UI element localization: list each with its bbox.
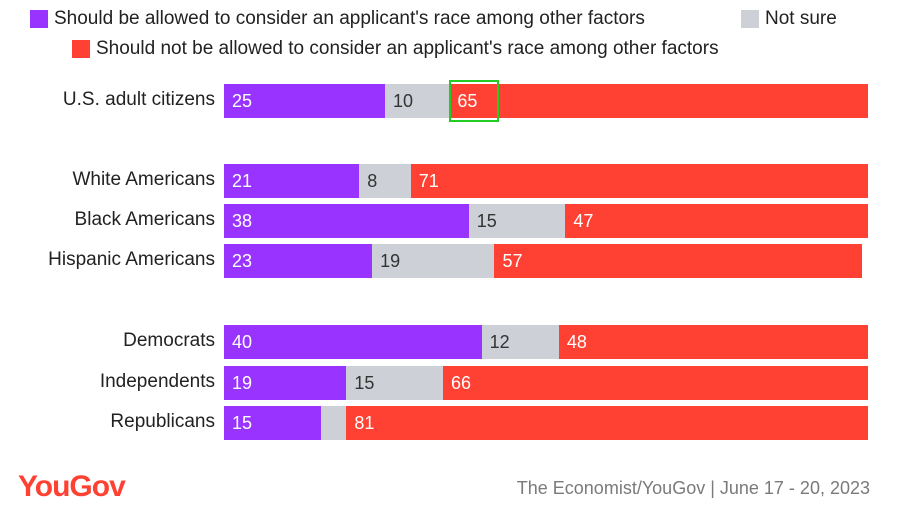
legend-label: Should not be allowed to consider an app… xyxy=(96,38,719,59)
data-label: 57 xyxy=(502,251,523,271)
bar-segment xyxy=(565,204,868,238)
legend-swatch xyxy=(72,40,90,58)
legend-item-1: Not sure xyxy=(741,8,837,30)
bar-segment xyxy=(224,204,469,238)
bar-segment xyxy=(468,204,566,238)
bar-segment xyxy=(442,366,868,400)
bar-segment xyxy=(359,164,411,198)
data-label: 66 xyxy=(450,373,471,393)
bar-segment xyxy=(224,164,360,198)
category-label: Hispanic Americans xyxy=(48,249,215,270)
legend-label: Not sure xyxy=(765,8,837,29)
bar-segment xyxy=(224,406,321,440)
legend-label: Should be allowed to consider an applica… xyxy=(54,8,645,29)
bar-segment xyxy=(494,244,862,278)
bar-segment xyxy=(385,84,450,118)
data-label: 12 xyxy=(489,332,510,352)
legend-swatch xyxy=(741,10,759,28)
data-label: 10 xyxy=(393,91,414,111)
bar-segment xyxy=(410,164,868,198)
yougov-logo: YouGov xyxy=(18,470,126,503)
data-label: 19 xyxy=(232,373,253,393)
category-label: White Americans xyxy=(72,169,215,190)
category-label: Independents xyxy=(99,371,215,392)
data-label: 19 xyxy=(380,251,401,271)
data-label: 71 xyxy=(418,171,439,191)
category-label: Black Americans xyxy=(74,209,215,230)
data-label: 21 xyxy=(232,171,253,191)
bar-segment xyxy=(372,244,495,278)
bar-segment xyxy=(224,244,373,278)
bar-segment xyxy=(481,325,559,359)
data-label: 15 xyxy=(354,373,375,393)
category-label: U.S. adult citizens xyxy=(62,89,215,110)
legend-item-2: Should not be allowed to consider an app… xyxy=(72,38,719,60)
bar-segment xyxy=(346,366,443,400)
data-label: 15 xyxy=(476,211,497,231)
source-note: The Economist/YouGov | June 17 - 20, 202… xyxy=(516,478,870,498)
legend-swatch xyxy=(30,10,48,28)
data-label: 48 xyxy=(566,332,587,352)
bar-segment xyxy=(346,406,868,440)
bar-segment xyxy=(449,84,868,118)
data-label: 40 xyxy=(232,332,253,352)
category-label: Republicans xyxy=(110,411,215,432)
bar-segment xyxy=(224,366,347,400)
highlight-box xyxy=(449,80,500,122)
legend-item-0: Should be allowed to consider an applica… xyxy=(30,8,645,30)
bar-segment xyxy=(224,84,385,118)
data-label: 47 xyxy=(573,211,594,231)
data-label: 38 xyxy=(232,211,253,231)
category-label: Democrats xyxy=(123,330,215,351)
bar-segment xyxy=(224,325,482,359)
data-label: 65 xyxy=(457,91,478,111)
data-label: 8 xyxy=(367,171,378,191)
bar-segment xyxy=(558,325,868,359)
bar-segment xyxy=(320,406,347,440)
data-label: 15 xyxy=(232,413,253,433)
data-label: 23 xyxy=(232,251,253,271)
data-label: 25 xyxy=(232,91,253,111)
data-label: 81 xyxy=(354,413,375,433)
